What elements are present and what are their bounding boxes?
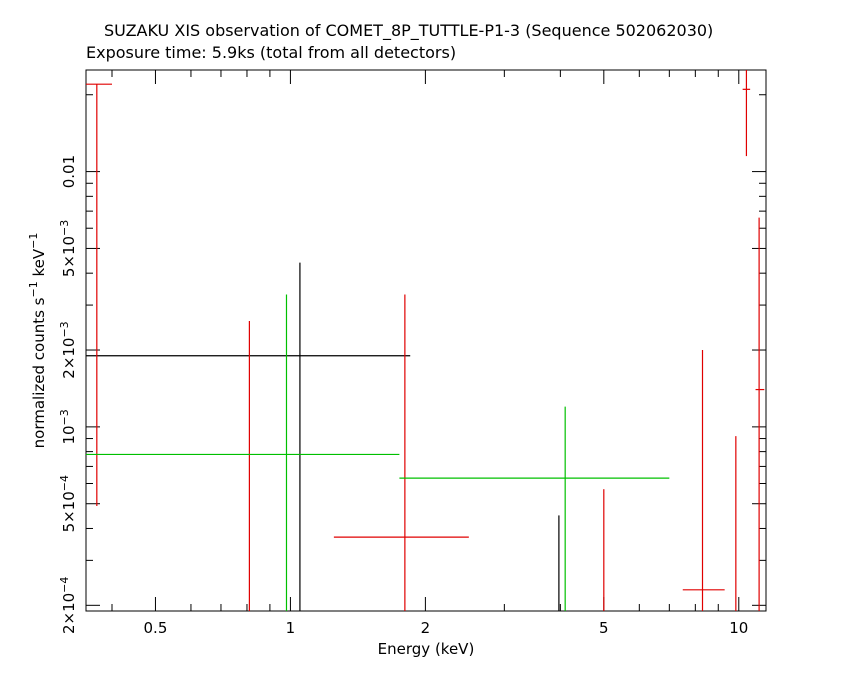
y-tick-label: 0.01	[60, 155, 78, 188]
x-tick-label: 10	[729, 619, 748, 637]
plot-frame	[85, 69, 767, 612]
series-red	[86, 70, 765, 611]
series-black	[86, 262, 560, 611]
y-tick-label: 10−3	[58, 409, 78, 444]
x-tick-label: 1	[286, 619, 296, 637]
y-tick-label: 5×10−3	[58, 220, 78, 277]
y-axis-ticks: 0.01 5×10−3 2×10−3 10−3 5×10−4 2×10−4	[58, 94, 766, 634]
x-tick-label: 0.5	[144, 619, 168, 637]
y-tick-label: 2×10−3	[58, 321, 78, 378]
y-tick-label: 5×10−4	[58, 475, 78, 532]
chart-title: SUZAKU XIS observation of COMET_8P_TUTTL…	[104, 21, 714, 40]
x-tick-label: 2	[421, 619, 431, 637]
chart-subtitle: Exposure time: 5.9ks (total from all det…	[86, 43, 457, 62]
x-axis-ticks: 0.5 1 2 5 10	[111, 70, 748, 637]
x-tick-label: 5	[599, 619, 609, 637]
data-layer	[86, 70, 765, 611]
series-green	[86, 294, 670, 611]
x-axis-label: Energy (keV)	[378, 640, 475, 658]
y-axis-label: normalized counts s−1 keV−1	[27, 233, 48, 449]
y-tick-label: 2×10−4	[58, 577, 78, 634]
